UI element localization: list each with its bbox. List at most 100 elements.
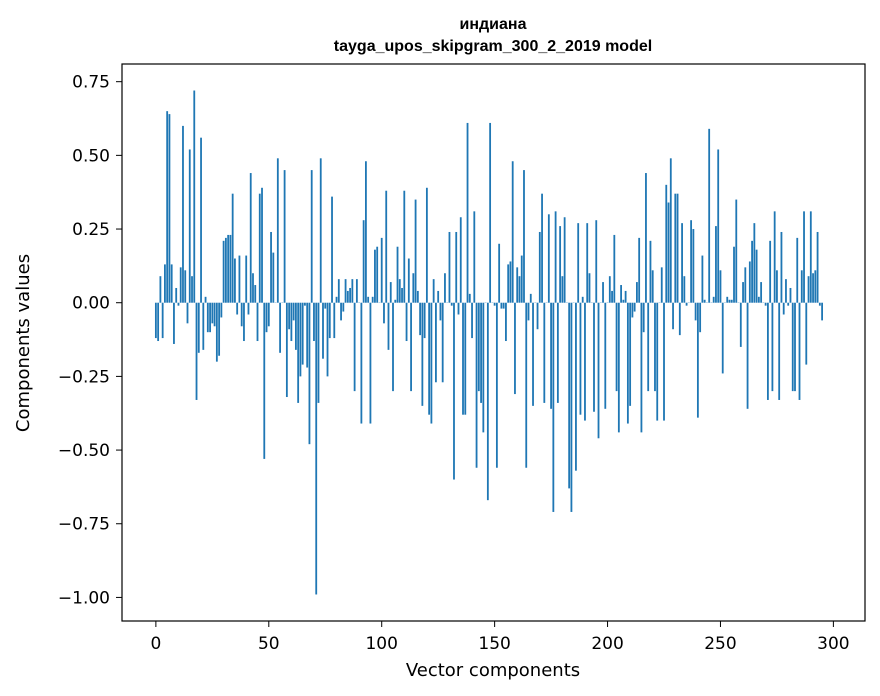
bar [552, 302, 555, 512]
bar [818, 302, 821, 306]
y-tick-label: −0.50 [58, 441, 110, 461]
bar [532, 302, 534, 406]
bar [660, 267, 663, 303]
bar [579, 302, 582, 415]
bar [500, 302, 503, 309]
bar [816, 231, 819, 303]
bar [663, 302, 665, 421]
bar [507, 264, 510, 303]
bar [412, 273, 415, 303]
bar [547, 214, 550, 303]
bar [285, 302, 288, 398]
y-tick-label: −0.25 [58, 367, 110, 387]
bar [423, 302, 426, 339]
bar [188, 149, 191, 303]
bar [234, 258, 236, 303]
bar [597, 302, 600, 439]
bar [301, 302, 304, 365]
bar [760, 282, 763, 303]
bar [696, 302, 699, 418]
bar [715, 226, 717, 303]
bar [728, 299, 731, 303]
bar [265, 302, 268, 333]
bar [213, 302, 216, 327]
bar [495, 302, 498, 468]
bar [365, 161, 367, 303]
bar [394, 299, 397, 303]
bar [231, 193, 234, 303]
bar [200, 137, 202, 303]
bar [229, 234, 232, 303]
bar [769, 240, 772, 303]
bar [410, 302, 412, 392]
bar [324, 302, 327, 309]
bar [247, 302, 250, 315]
bar [437, 290, 440, 303]
bar [780, 231, 783, 303]
bar [744, 267, 747, 303]
bar [505, 302, 507, 342]
bar [794, 302, 796, 392]
bar [638, 237, 641, 303]
bar [430, 302, 433, 424]
bar [317, 302, 320, 403]
bar [651, 270, 654, 303]
bar [699, 302, 702, 333]
bar [204, 296, 207, 303]
bar [703, 299, 706, 303]
bar [261, 187, 263, 303]
bar [757, 296, 760, 303]
bar [276, 158, 279, 303]
bar [482, 302, 485, 433]
y-tick-label: −1.00 [58, 588, 110, 608]
bar [335, 296, 338, 303]
bar [631, 302, 634, 318]
bar [453, 302, 455, 480]
bar [306, 302, 309, 368]
bar [315, 302, 318, 595]
bar [191, 276, 193, 303]
bar [385, 190, 388, 303]
bar [694, 302, 697, 321]
bar [206, 302, 209, 333]
bar [620, 285, 622, 303]
bar [803, 211, 805, 303]
bar [173, 302, 175, 344]
bar [186, 302, 189, 324]
y-tick-label: 0.75 [72, 73, 110, 93]
bar [444, 273, 446, 303]
bar [351, 279, 354, 303]
bar [514, 302, 516, 395]
bar [647, 302, 650, 392]
bar [543, 302, 546, 403]
bar [776, 270, 778, 303]
bar [401, 287, 403, 303]
bar [349, 287, 351, 303]
bar [809, 211, 812, 303]
x-tick-label: 300 [817, 634, 849, 654]
bar [489, 122, 492, 303]
bar [450, 302, 453, 306]
bar [337, 279, 340, 303]
bar [435, 302, 437, 383]
bar [387, 302, 390, 350]
bar [322, 302, 324, 359]
bar [421, 302, 424, 406]
bar [821, 302, 823, 321]
bar [719, 270, 722, 303]
bar [297, 302, 300, 403]
bar [613, 234, 616, 303]
bar [766, 302, 769, 400]
bar [157, 302, 160, 342]
bar [346, 290, 349, 303]
bar [360, 302, 363, 424]
bar [674, 193, 677, 303]
bar [154, 302, 157, 339]
bar [588, 273, 591, 303]
bar [584, 302, 586, 421]
bar [195, 302, 198, 400]
bar [511, 161, 514, 303]
bar [428, 302, 431, 415]
bar [405, 302, 408, 342]
bar [220, 302, 223, 318]
